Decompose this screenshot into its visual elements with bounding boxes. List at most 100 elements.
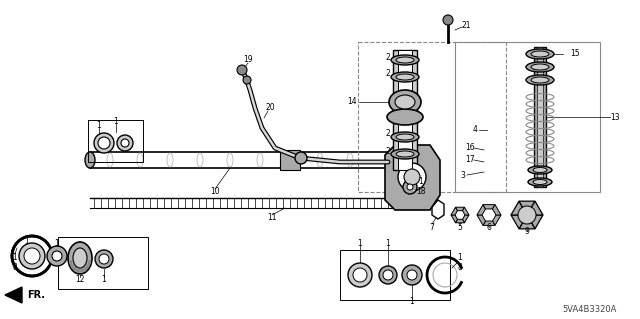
Circle shape bbox=[379, 266, 397, 284]
Polygon shape bbox=[483, 221, 495, 226]
Text: FR.: FR. bbox=[27, 290, 45, 300]
Text: 1: 1 bbox=[54, 239, 60, 248]
Bar bbox=[340, 250, 450, 300]
Circle shape bbox=[383, 270, 393, 280]
Text: 15: 15 bbox=[570, 49, 580, 58]
Text: 1: 1 bbox=[358, 240, 362, 249]
Ellipse shape bbox=[391, 132, 419, 142]
Text: 21: 21 bbox=[461, 20, 471, 29]
Circle shape bbox=[98, 137, 110, 149]
Text: 10: 10 bbox=[210, 188, 220, 197]
Polygon shape bbox=[511, 201, 522, 215]
Text: 8: 8 bbox=[13, 263, 17, 271]
Bar bbox=[455, 42, 600, 192]
Ellipse shape bbox=[85, 152, 95, 168]
Bar bbox=[398, 50, 412, 170]
Bar bbox=[280, 150, 300, 170]
Bar bbox=[534, 47, 546, 187]
Circle shape bbox=[237, 65, 247, 75]
Bar bbox=[393, 50, 417, 170]
Ellipse shape bbox=[396, 74, 414, 80]
Text: 1: 1 bbox=[419, 176, 424, 186]
Ellipse shape bbox=[391, 72, 419, 82]
Ellipse shape bbox=[88, 260, 91, 264]
Ellipse shape bbox=[526, 75, 554, 85]
Polygon shape bbox=[493, 204, 501, 215]
Text: 1: 1 bbox=[114, 117, 118, 127]
Text: 11: 11 bbox=[268, 213, 276, 222]
Text: 5VA4B3320A: 5VA4B3320A bbox=[563, 306, 617, 315]
Ellipse shape bbox=[526, 49, 554, 59]
Circle shape bbox=[95, 250, 113, 268]
Ellipse shape bbox=[69, 260, 72, 264]
Bar bbox=[358, 42, 506, 192]
Polygon shape bbox=[456, 207, 465, 211]
Ellipse shape bbox=[395, 95, 415, 109]
Polygon shape bbox=[451, 215, 458, 223]
Text: 7: 7 bbox=[429, 222, 435, 232]
Ellipse shape bbox=[74, 267, 77, 271]
Polygon shape bbox=[5, 287, 22, 303]
Text: 9: 9 bbox=[525, 227, 529, 236]
Circle shape bbox=[407, 270, 417, 280]
Text: 2: 2 bbox=[385, 70, 390, 78]
Ellipse shape bbox=[68, 242, 92, 274]
Ellipse shape bbox=[387, 109, 423, 125]
Text: 3: 3 bbox=[461, 170, 465, 180]
Text: 5: 5 bbox=[458, 224, 463, 233]
Polygon shape bbox=[519, 201, 535, 207]
Polygon shape bbox=[385, 145, 440, 210]
Polygon shape bbox=[483, 204, 495, 209]
Ellipse shape bbox=[391, 149, 419, 159]
Text: 18: 18 bbox=[416, 187, 426, 196]
Ellipse shape bbox=[528, 178, 552, 186]
Text: 6: 6 bbox=[486, 224, 492, 233]
Ellipse shape bbox=[73, 248, 87, 268]
Circle shape bbox=[47, 246, 67, 266]
Ellipse shape bbox=[80, 269, 83, 273]
Polygon shape bbox=[477, 204, 486, 215]
Ellipse shape bbox=[528, 166, 552, 174]
Ellipse shape bbox=[391, 55, 419, 65]
Text: 2: 2 bbox=[385, 130, 390, 138]
Ellipse shape bbox=[531, 77, 549, 83]
Text: 19: 19 bbox=[243, 56, 253, 64]
Text: 1: 1 bbox=[97, 122, 101, 130]
Polygon shape bbox=[463, 215, 469, 223]
Ellipse shape bbox=[531, 51, 549, 57]
Text: 2: 2 bbox=[385, 53, 390, 62]
Circle shape bbox=[518, 206, 536, 224]
Circle shape bbox=[404, 169, 420, 185]
Circle shape bbox=[348, 263, 372, 287]
Circle shape bbox=[94, 133, 114, 153]
Ellipse shape bbox=[83, 267, 86, 271]
Polygon shape bbox=[531, 201, 543, 215]
Ellipse shape bbox=[526, 62, 554, 72]
Text: 1: 1 bbox=[386, 240, 390, 249]
Circle shape bbox=[403, 180, 417, 194]
Ellipse shape bbox=[396, 57, 414, 63]
Circle shape bbox=[19, 243, 45, 269]
Circle shape bbox=[99, 254, 109, 264]
Polygon shape bbox=[511, 215, 522, 229]
Ellipse shape bbox=[533, 167, 547, 173]
Text: 16: 16 bbox=[465, 144, 475, 152]
Polygon shape bbox=[451, 207, 458, 215]
Circle shape bbox=[243, 76, 251, 84]
Circle shape bbox=[402, 265, 422, 285]
Circle shape bbox=[353, 268, 367, 282]
Ellipse shape bbox=[389, 90, 421, 114]
Bar bbox=[88, 120, 143, 162]
Polygon shape bbox=[463, 207, 469, 215]
Circle shape bbox=[24, 248, 40, 264]
Circle shape bbox=[117, 135, 133, 151]
Circle shape bbox=[407, 184, 413, 190]
Text: 1: 1 bbox=[13, 253, 17, 262]
Circle shape bbox=[443, 15, 453, 25]
Circle shape bbox=[398, 163, 426, 191]
Bar bbox=[537, 47, 543, 187]
Ellipse shape bbox=[531, 64, 549, 70]
Ellipse shape bbox=[533, 180, 547, 184]
Circle shape bbox=[52, 251, 62, 261]
Text: 1: 1 bbox=[102, 276, 106, 285]
